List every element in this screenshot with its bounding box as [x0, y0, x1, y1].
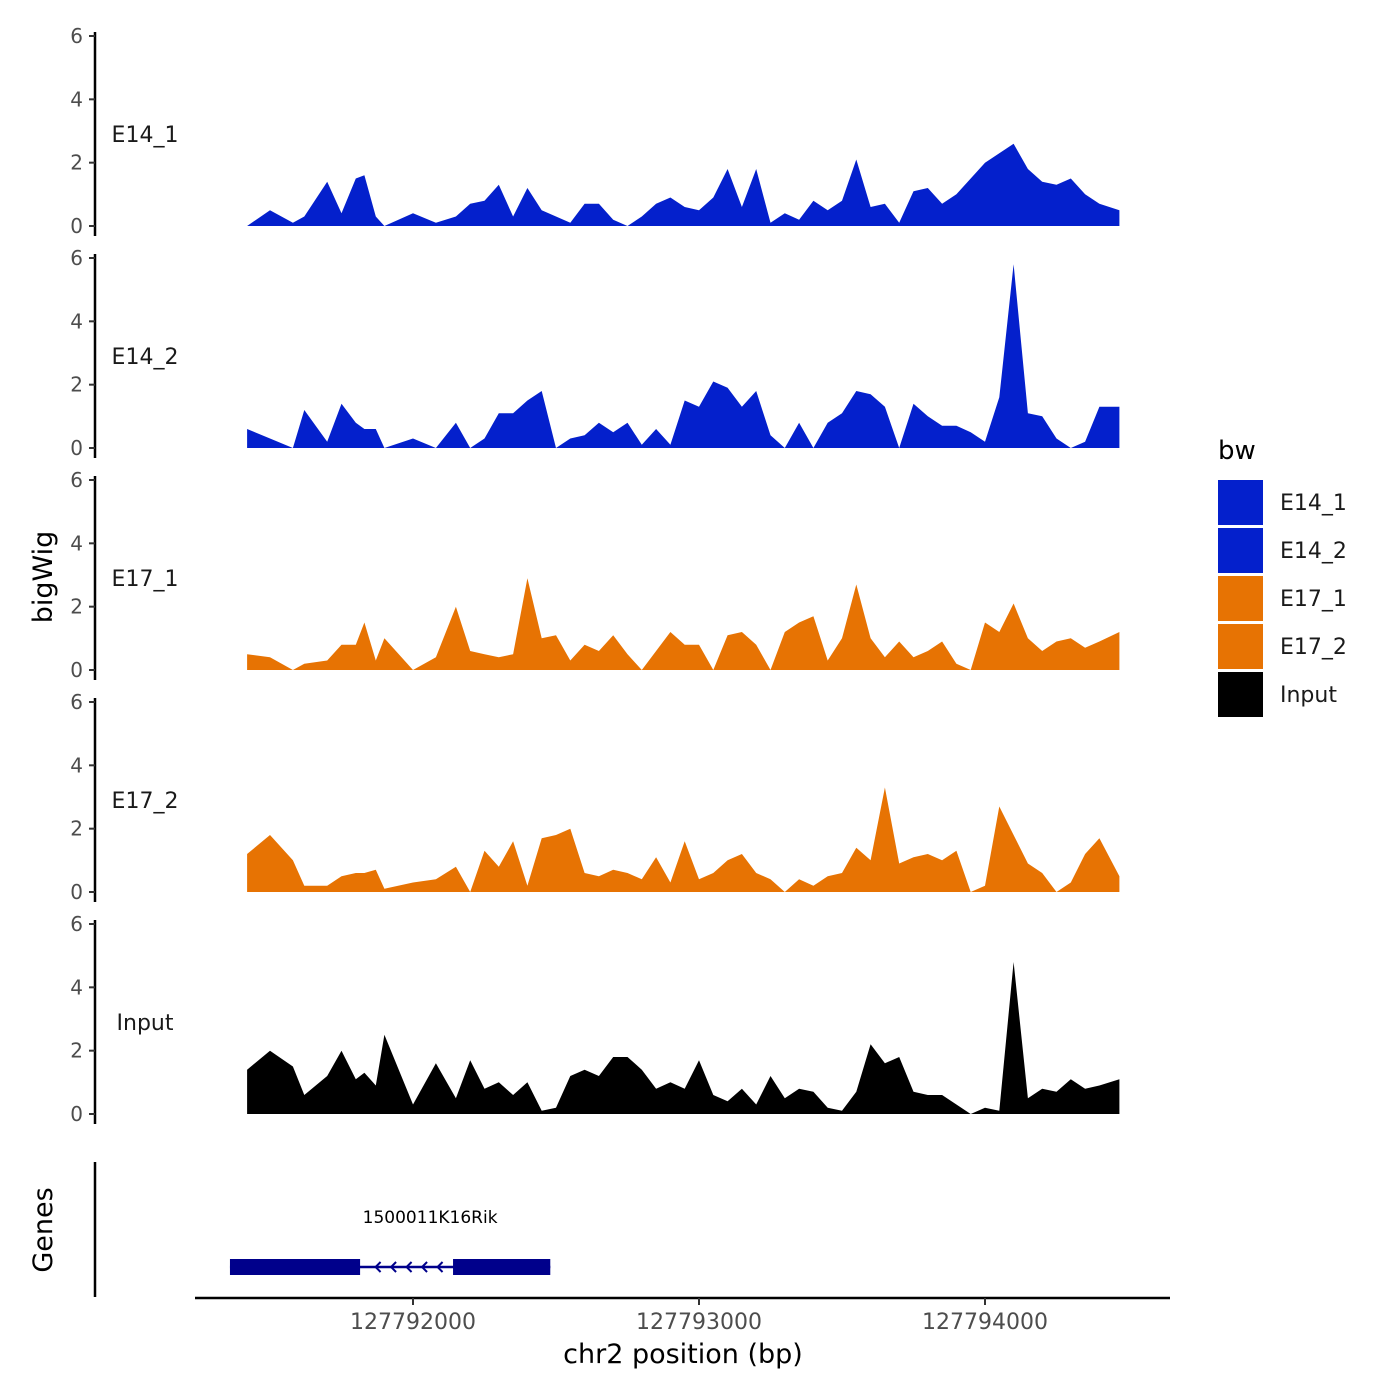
y-tick-label: 0 [70, 880, 83, 904]
y-tick-label: 2 [70, 373, 83, 397]
legend-title: bw [1218, 436, 1256, 466]
y-tick-label: 4 [70, 309, 83, 333]
track-E17_1: 0 2 4 6 E17_1 [70, 468, 1120, 682]
x-axis-title: chr2 position (bp) [563, 1339, 803, 1370]
y-axis-title: bigWig [28, 531, 59, 624]
track-label: E14_2 [112, 345, 179, 370]
y-tick-label: 4 [70, 531, 83, 555]
track-label: E14_1 [112, 123, 179, 148]
track-label: E17_1 [112, 567, 179, 592]
gene-1500011K16Rik: 1500011K16Rik [229, 1208, 551, 1275]
track-label: E17_2 [112, 789, 179, 814]
signal-area-E17_2 [247, 787, 1120, 892]
track-Input: 0 2 4 6 Input [70, 912, 1120, 1126]
legend: bw E14_1 E14_2 E17_1 E17_2 Input [1218, 436, 1347, 717]
legend-label: E14_2 [1280, 539, 1347, 564]
y-tick-label: 2 [70, 1039, 83, 1063]
y-tick-label: 0 [70, 658, 83, 682]
genes-track: 1500011K16Rik [93, 1162, 551, 1297]
signal-area-E14_1 [247, 143, 1120, 226]
legend-swatch-E17_1 [1218, 576, 1263, 621]
y-tick-label: 6 [70, 468, 83, 492]
strand-arrow [389, 1261, 397, 1273]
legend-label: E17_1 [1280, 587, 1347, 612]
y-tick-label: 4 [70, 975, 83, 999]
gene-label: 1500011K16Rik [363, 1208, 498, 1228]
y-tick-label: 6 [70, 24, 83, 48]
tracks-group: 0 2 4 6 E14_1 0 2 4 6 E14_2 0 2 4 6 E17_1 0 2 4 6 E17_2 0 2 4 6… [70, 24, 1120, 1126]
strand-arrow [436, 1261, 444, 1273]
y-tick-label: 0 [70, 1102, 83, 1126]
y-tick-label: 2 [70, 595, 83, 619]
legend-swatch-Input [1218, 672, 1263, 717]
x-tick-label: 127792000 [350, 1310, 476, 1335]
y-tick-label: 2 [70, 151, 83, 175]
y-tick-label: 2 [70, 817, 83, 841]
legend-swatch-E17_2 [1218, 624, 1263, 669]
genes-axis-title: Genes [28, 1187, 59, 1272]
legend-swatch-E14_1 [1218, 480, 1263, 525]
y-tick-label: 6 [70, 912, 83, 936]
track-E14_1: 0 2 4 6 E14_1 [70, 24, 1120, 238]
legend-label: Input [1280, 683, 1337, 708]
x-tick-label: 127794000 [922, 1310, 1048, 1335]
track-label: Input [117, 1011, 174, 1036]
legend-label: E17_2 [1280, 635, 1347, 660]
signal-area-E14_2 [247, 264, 1120, 448]
signal-area-E17_1 [247, 578, 1120, 670]
signal-area-Input [247, 962, 1120, 1114]
strand-arrow [420, 1261, 428, 1273]
legend-swatch-E14_2 [1218, 528, 1263, 573]
track-E17_2: 0 2 4 6 E17_2 [70, 690, 1120, 904]
gene-exon [229, 1259, 361, 1275]
x-tick-label: 127793000 [636, 1310, 762, 1335]
x-axis: 127792000 127793000 127794000 [195, 1296, 1170, 1335]
strand-arrow [374, 1261, 382, 1273]
y-tick-label: 6 [70, 690, 83, 714]
strand-arrow [405, 1261, 413, 1273]
y-tick-label: 0 [70, 214, 83, 238]
track-E14_2: 0 2 4 6 E14_2 [70, 246, 1120, 460]
gene-exon [453, 1259, 551, 1275]
y-tick-label: 6 [70, 246, 83, 270]
y-tick-label: 0 [70, 436, 83, 460]
legend-label: E14_1 [1280, 491, 1347, 516]
y-tick-label: 4 [70, 753, 83, 777]
y-tick-label: 4 [70, 87, 83, 111]
